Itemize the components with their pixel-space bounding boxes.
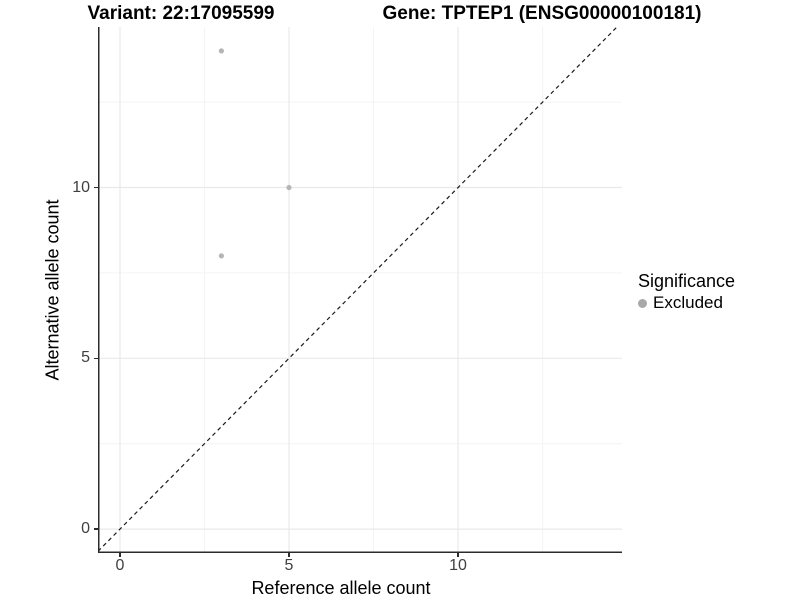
x-tick-mark — [288, 553, 290, 557]
x-tick-mark — [457, 553, 459, 557]
legend-title: Significance — [638, 271, 736, 291]
data-point — [218, 253, 224, 259]
x-tick-mark — [119, 553, 121, 557]
data-point — [218, 48, 224, 54]
y-axis-title: Alternative allele count — [42, 199, 63, 381]
legend: Significance Excluded — [638, 271, 735, 313]
x-tick-label: 5 — [284, 557, 294, 574]
x-axis-title: Reference allele count — [251, 578, 431, 598]
y-tick-mark — [94, 186, 98, 189]
x-tick-label: 0 — [115, 557, 125, 574]
data-point — [286, 184, 292, 191]
y-tick-mark — [94, 357, 98, 360]
x-axis-tick-labels: 0 5 10 — [98, 557, 622, 577]
y-tick-mark — [94, 528, 98, 530]
legend-entry-label: Excluded — [653, 293, 723, 312]
excluded-circle-icon — [638, 298, 647, 308]
plot-panel — [98, 27, 622, 553]
x-tick-label: 10 — [449, 557, 467, 574]
y-tick-label: 5 — [81, 349, 90, 367]
identity-line — [98, 27, 618, 552]
y-axis-tick-labels: 0 5 10 — [0, 27, 90, 553]
gene-title: Gene: TPTEP1 (ENSG00000100181) — [382, 3, 702, 24]
variant-title: Variant: 22:17095599 — [87, 3, 275, 24]
y-tick-label: 0 — [81, 520, 90, 538]
y-tick-label: 10 — [72, 178, 90, 196]
legend-entry-excluded: Excluded — [638, 293, 735, 313]
scatter-plot — [98, 27, 622, 553]
